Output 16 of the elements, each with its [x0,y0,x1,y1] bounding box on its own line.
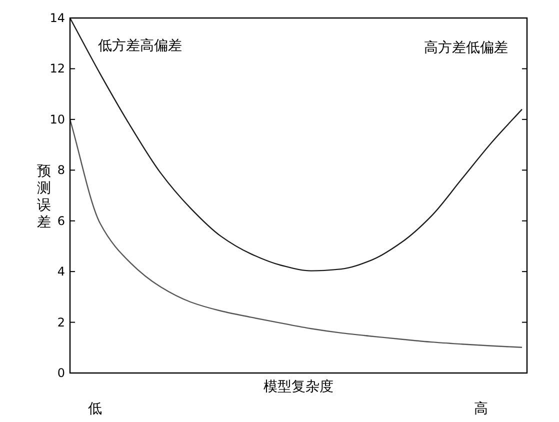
y-tick-label: 0 [57,366,65,380]
y-axis-title: 预测误差 [37,164,51,230]
y-tick-label: 4 [57,264,65,279]
annotation: 高方差低偏差 [424,40,508,56]
line-series [69,118,523,348]
y-tick-label: 6 [57,214,65,228]
y-tick-label: 12 [50,62,65,76]
x-axis-title: 模型复杂度 [264,379,334,395]
y-tick-label: 8 [57,163,65,178]
annotation: 低方差高偏差 [98,38,182,54]
line-series [69,17,523,272]
y-tick-label: 14 [50,11,65,25]
y-tick-label: 2 [57,315,65,330]
y-tick-label: 10 [50,112,65,126]
text: 高 [474,401,488,417]
text: 低 [88,401,102,417]
